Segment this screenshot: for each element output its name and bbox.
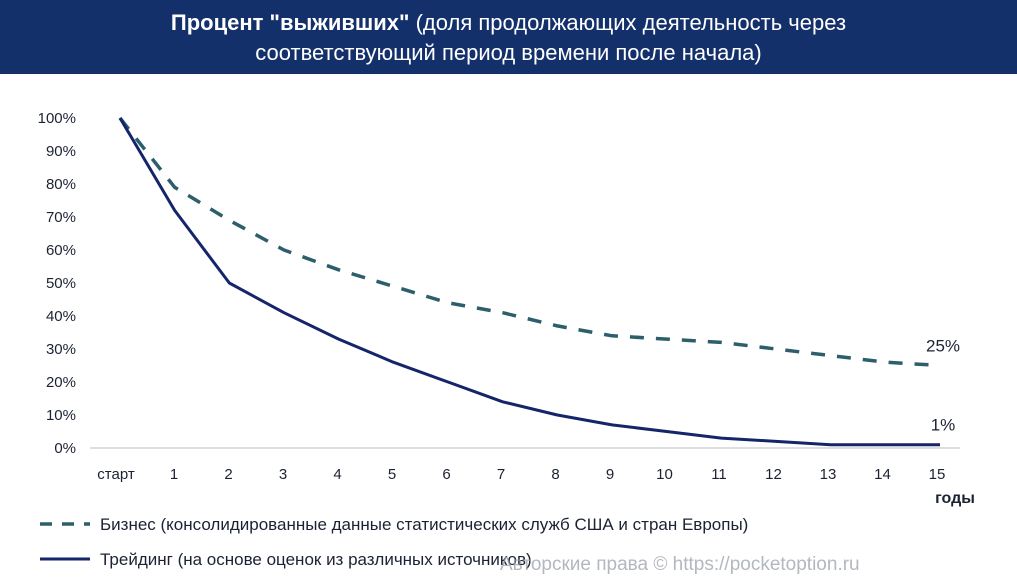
x-tick-label: 15 xyxy=(929,466,946,483)
business-end-label: 25% xyxy=(926,337,960,356)
y-tick-label: 80% xyxy=(46,176,76,193)
x-tick-label: 4 xyxy=(333,466,341,483)
chart-title-bar: Процент "выживших" (доля продолжающих де… xyxy=(0,0,1017,74)
series-layer xyxy=(118,116,941,447)
y-tick-label: 60% xyxy=(46,242,76,259)
y-tick-label: 100% xyxy=(38,110,76,127)
x-axis-ticks: старт 1 2 3 4 5 6 7 8 9 10 11 12 13 14 15 xyxy=(97,466,945,483)
watermark-text: Авторские права © https://pocketoption.r… xyxy=(500,554,860,575)
y-tick-label: 10% xyxy=(46,407,76,424)
y-axis-ticks: 0% 10% 20% 30% 40% 50% 60% 70% 80% 90% 100% xyxy=(38,110,76,457)
x-tick-label: 12 xyxy=(765,466,782,483)
y-tick-label: 50% xyxy=(46,275,76,292)
y-tick-label: 20% xyxy=(46,374,76,391)
y-tick-label: 0% xyxy=(54,440,76,457)
end-labels: 25% 1% xyxy=(926,337,960,435)
x-tick-label: 10 xyxy=(656,466,673,483)
legend-business-label: Бизнес (консолидированные данные статист… xyxy=(100,515,748,534)
chart-title-line2: соответствующий период времени после нач… xyxy=(255,40,762,65)
y-tick-label: 70% xyxy=(46,209,76,226)
series-business-line xyxy=(118,116,941,368)
y-tick-label: 40% xyxy=(46,308,76,325)
chart-title-bold: Процент "выживших" xyxy=(170,10,410,35)
chart-title-rest: (доля продолжающих деятельность через xyxy=(415,10,847,35)
x-tick-label: 3 xyxy=(279,466,287,483)
x-tick-label: 7 xyxy=(497,466,505,483)
x-tick-label: 5 xyxy=(388,466,396,483)
y-tick-label: 30% xyxy=(46,341,76,358)
x-tick-label: 6 xyxy=(442,466,450,483)
x-tick-label: 14 xyxy=(874,466,891,483)
series-trading-line xyxy=(118,117,940,447)
x-tick-label: 1 xyxy=(170,466,178,483)
trading-end-label: 1% xyxy=(931,416,956,435)
x-tick-label: 2 xyxy=(224,466,232,483)
x-tick-label: 13 xyxy=(820,466,837,483)
y-tick-label: 90% xyxy=(46,143,76,160)
legend-trading-label: Трейдинг (на основе оценок из различных … xyxy=(100,550,532,569)
x-tick-label: 9 xyxy=(606,466,614,483)
legend: Бизнес (консолидированные данные статист… xyxy=(40,515,748,569)
x-axis-unit-label: годы xyxy=(935,490,975,507)
x-tick-label: старт xyxy=(97,466,135,483)
x-tick-label: 8 xyxy=(551,466,559,483)
x-tick-label: 11 xyxy=(711,466,727,483)
